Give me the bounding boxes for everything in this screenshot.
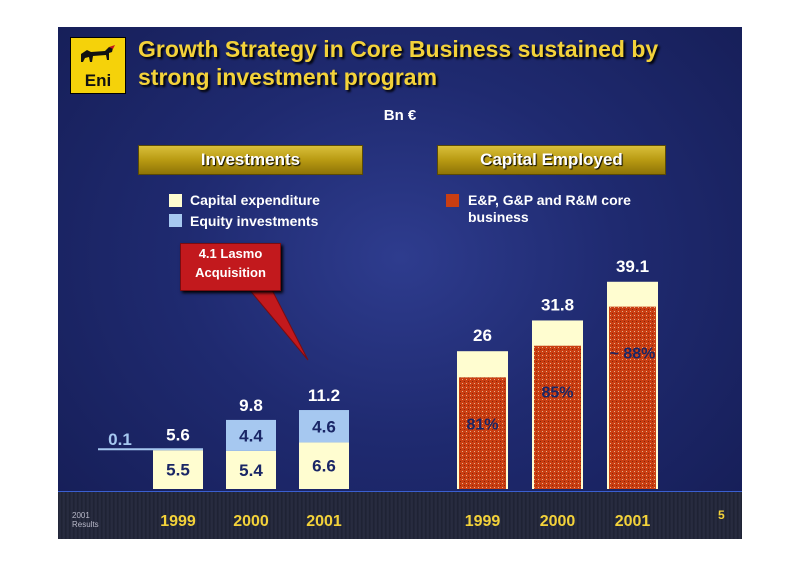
capital-employed-panel-title: Capital Employed: [437, 145, 666, 175]
logo-text: Eni: [84, 71, 112, 90]
footer-band: [58, 492, 742, 539]
capital-employed-share-label-2001: ~ 88%: [610, 346, 656, 363]
year-label-capital-employed-2000: 2000: [540, 513, 576, 530]
year-label-investments-2000: 2000: [233, 513, 269, 530]
footer-year: 2001: [72, 511, 90, 520]
investments-capex-label-2001: 6.6: [312, 457, 336, 476]
callout-pointer: [246, 287, 309, 361]
callout-line-1: 4.1 Lasmo: [198, 246, 263, 261]
eni-logo: Eni: [70, 37, 126, 94]
capital-employed-share-label-2000: 85%: [541, 385, 573, 402]
investments-total-label-2000: 9.8: [239, 396, 263, 415]
year-label-investments-2001: 2001: [306, 513, 342, 530]
investments-capex-label-2000: 5.4: [239, 461, 263, 480]
investments-capex-bar-1999: [153, 450, 203, 489]
year-label-capital-employed-2001: 2001: [615, 513, 651, 530]
investments-equity-bar-2001: [299, 410, 349, 443]
capital-employed-share-label-1999: 81%: [466, 416, 498, 433]
legend-label-equity: Equity investments: [190, 213, 319, 229]
investments-total-label-2001: 11.2: [308, 386, 340, 405]
slide-title: Growth Strategy in Core Business sustain…: [138, 36, 659, 90]
six-legged-dog-icon: [81, 45, 115, 62]
legend-swatch-core: [446, 194, 459, 207]
lasmo-callout: 4.1 Lasmo Acquisition: [180, 243, 281, 291]
legend-label-capex: Capital expenditure: [190, 192, 320, 208]
investments-equity-bar-2000: [226, 419, 276, 451]
capital-employed-total-label-2001: 39.1: [616, 257, 649, 276]
capital-employed-core-bar-2000: [534, 345, 581, 489]
investments-total-label-1999: 5.6: [166, 426, 190, 445]
unit-label: Bn €: [383, 107, 417, 124]
footer-results: Results: [72, 520, 99, 529]
capital-employed-total-label-2000: 31.8: [541, 295, 574, 314]
footer-left-text: 2001 Results: [72, 511, 99, 529]
legend-swatch-equity: [169, 214, 182, 227]
chart-canvas: 5.5 5.6 4.4 5.4 9.8 4.6 6.6 11.2 0.1 26 81% 31.8 85%…: [98, 257, 658, 530]
capital-employed-total-label-1999: 26: [473, 326, 492, 345]
year-label-investments-1999: 1999: [160, 513, 196, 530]
page-number: 5: [718, 508, 725, 522]
investments-capex-bar-2000: [226, 450, 276, 489]
investments-equity-label-1999: 0.1: [108, 430, 132, 449]
investments-equity-label-2001: 4.6: [312, 417, 336, 436]
year-label-capital-employed-1999: 1999: [465, 513, 501, 530]
investments-capex-bar-2001: [299, 442, 349, 489]
investments-panel-title: Investments: [138, 145, 363, 175]
legend-label-core: E&P, G&P and R&M core business: [468, 192, 631, 225]
investments-equity-label-2000: 4.4: [239, 426, 263, 445]
legend-swatch-capex: [169, 194, 182, 207]
investments-capex-label-1999: 5.5: [166, 461, 190, 480]
capital-employed-core-bar-1999: [459, 377, 506, 489]
slide: Eni Growth Strategy in Core Business sus…: [58, 27, 742, 539]
callout-line-2: Acquisition: [195, 265, 266, 280]
capital-employed-core-bar-2001: [609, 306, 656, 489]
